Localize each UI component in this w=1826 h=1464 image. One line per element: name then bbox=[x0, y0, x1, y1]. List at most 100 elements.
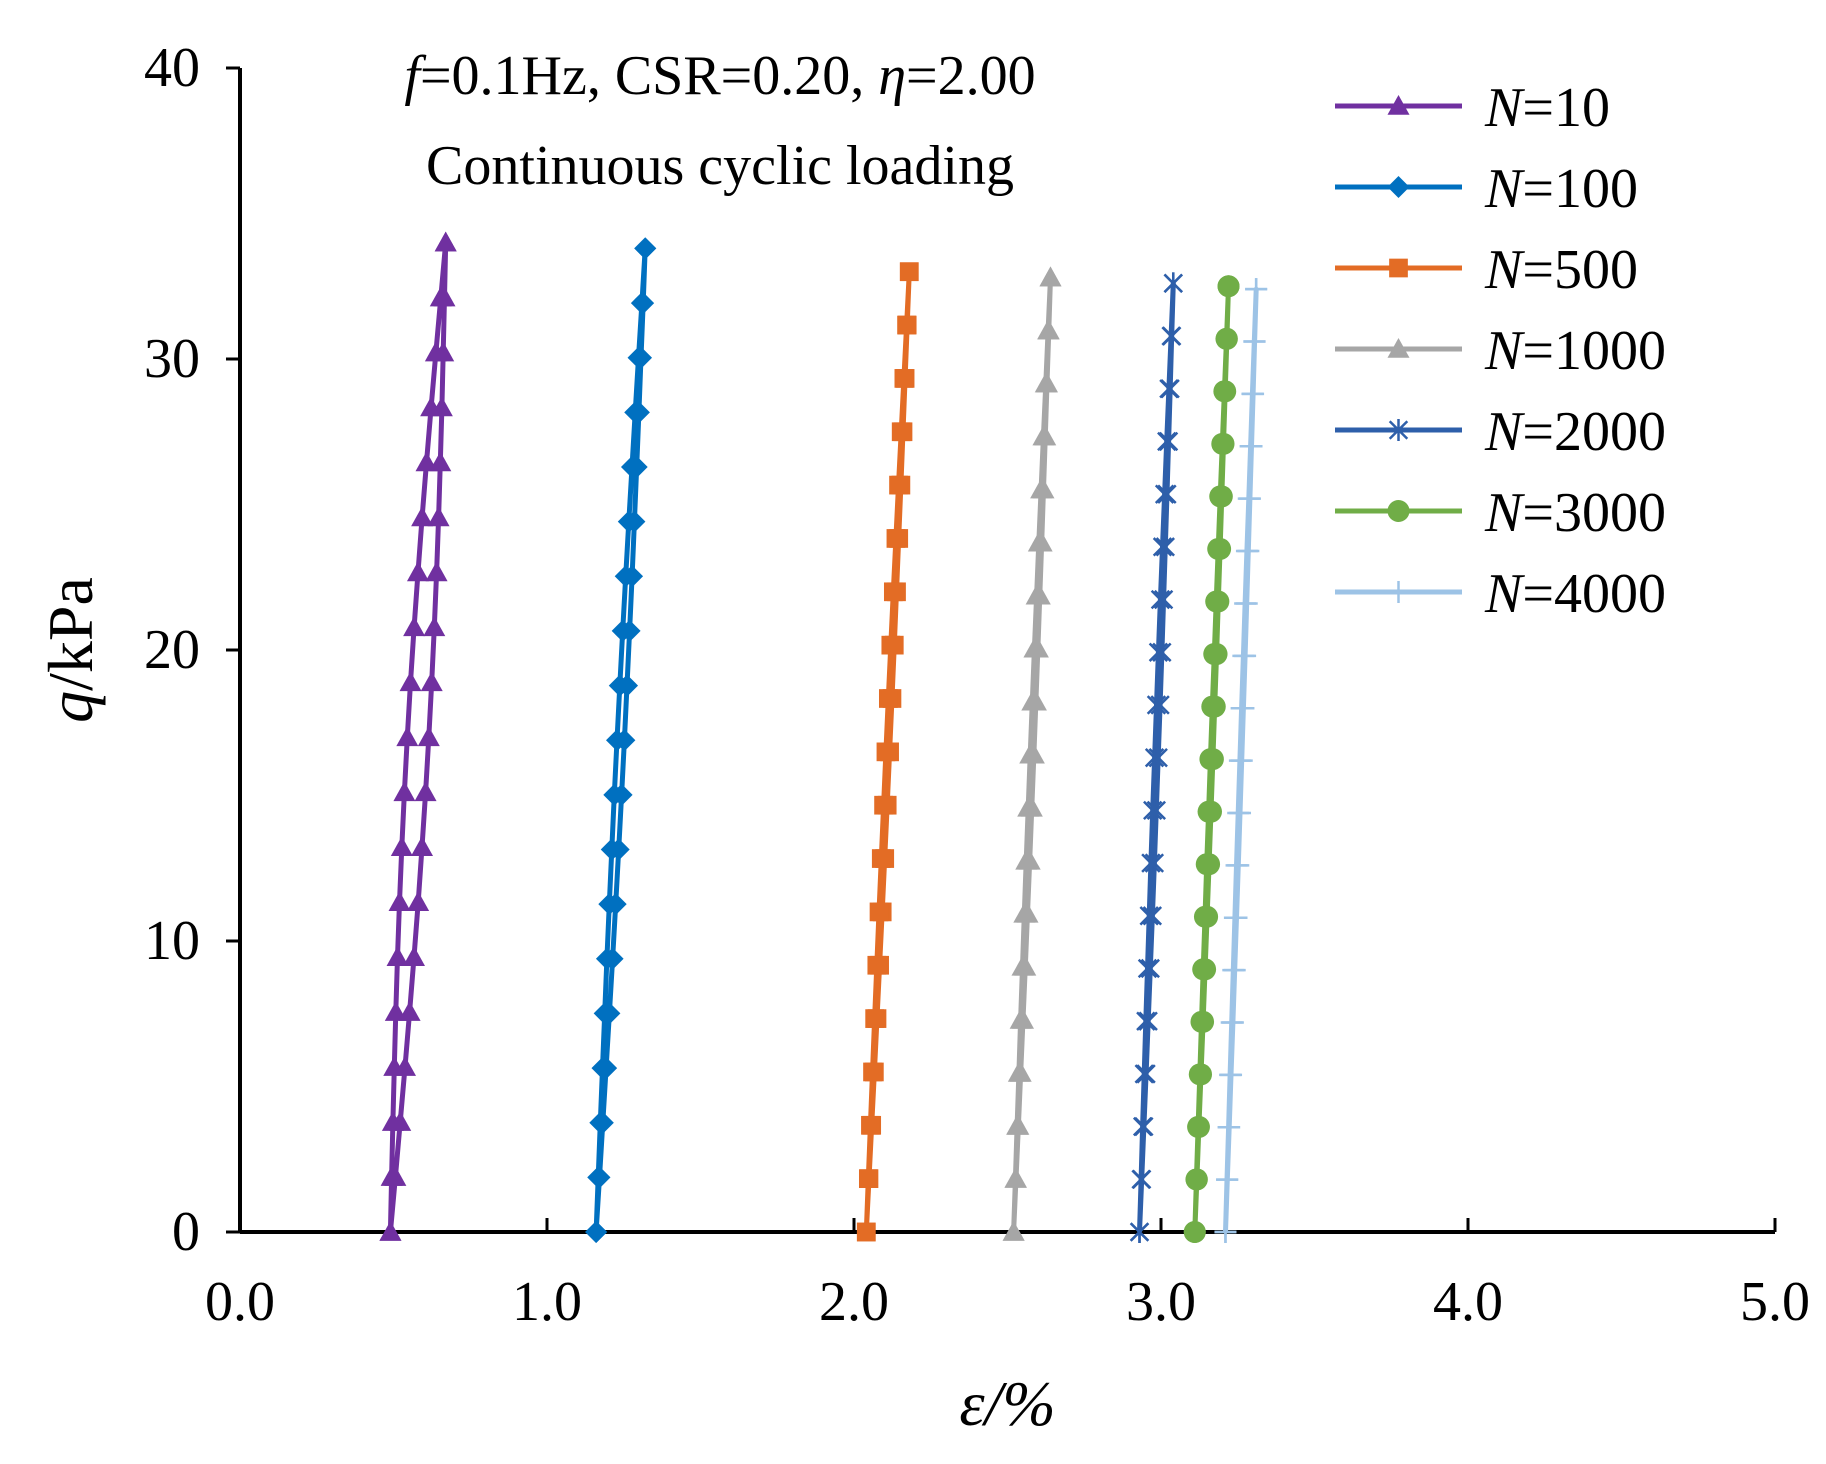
data-point bbox=[1220, 1011, 1243, 1034]
data-point bbox=[406, 561, 429, 582]
data-point bbox=[1144, 746, 1165, 769]
data-point bbox=[627, 346, 650, 369]
data-point bbox=[390, 836, 413, 857]
data-point bbox=[1230, 697, 1253, 720]
data-point bbox=[1037, 319, 1060, 340]
data-point bbox=[620, 455, 643, 478]
legend-label: N=100 bbox=[1484, 158, 1638, 220]
series-n-500 bbox=[856, 262, 919, 1242]
annotation-f-symbol: f bbox=[404, 45, 420, 107]
data-point bbox=[1234, 592, 1257, 615]
series-n-10 bbox=[379, 231, 457, 1241]
legend-symbol: N bbox=[1484, 401, 1525, 463]
legend-swatch-marker bbox=[1387, 581, 1410, 603]
data-point bbox=[600, 838, 623, 861]
data-point bbox=[889, 475, 908, 495]
legend-item: N=500 bbox=[1335, 239, 1638, 301]
data-point bbox=[420, 396, 443, 417]
y-axis-title: q/kPa bbox=[35, 577, 106, 723]
y-axis-symbol: q bbox=[35, 691, 106, 723]
legend-item: N=2000 bbox=[1335, 401, 1666, 463]
x-tick-label: 1.0 bbox=[512, 1271, 582, 1333]
series-n-3000 bbox=[1183, 275, 1240, 1243]
data-point bbox=[380, 1166, 403, 1186]
annotation-f-value: =0.1Hz, CSR=0.20, bbox=[419, 45, 879, 107]
data-point bbox=[1136, 1062, 1156, 1085]
data-point bbox=[415, 451, 438, 472]
data-point bbox=[1199, 748, 1222, 771]
data-point bbox=[1142, 904, 1163, 927]
data-point bbox=[1187, 1115, 1210, 1138]
legend-swatch-marker bbox=[1387, 95, 1410, 115]
data-point bbox=[894, 369, 914, 388]
data-point bbox=[598, 893, 621, 916]
data-point bbox=[593, 1002, 616, 1025]
data-point bbox=[1148, 746, 1168, 769]
data-point bbox=[1131, 1168, 1151, 1191]
data-point bbox=[1237, 487, 1260, 510]
data-point bbox=[1134, 1062, 1154, 1085]
chart-annotation-line1: f=0.1Hz, CSR=0.20, η=2.00 bbox=[240, 48, 1200, 104]
x-tick-label: 3.0 bbox=[1126, 1271, 1196, 1333]
data-point bbox=[1148, 641, 1169, 664]
legend-label: N=500 bbox=[1484, 239, 1638, 301]
legend-swatch-marker bbox=[1389, 258, 1408, 278]
data-point bbox=[611, 619, 634, 642]
chart-annotation-line2: Continuous cyclic loading bbox=[426, 135, 1014, 197]
data-point bbox=[1143, 799, 1163, 822]
data-point bbox=[1203, 643, 1226, 666]
data-point bbox=[1201, 695, 1224, 718]
legend-swatch-marker bbox=[1387, 500, 1410, 522]
data-point bbox=[1245, 278, 1268, 301]
data-point bbox=[856, 1222, 876, 1242]
data-point bbox=[617, 510, 640, 533]
series-n-1000 bbox=[1002, 266, 1062, 1241]
data-point bbox=[420, 671, 443, 692]
data-point bbox=[1214, 1221, 1237, 1243]
data-point bbox=[603, 783, 626, 806]
data-point bbox=[585, 1221, 608, 1243]
legend-item: N=10 bbox=[1335, 77, 1610, 139]
data-point bbox=[411, 836, 434, 857]
data-point bbox=[886, 529, 906, 548]
y-tick-label: 10 bbox=[144, 910, 200, 972]
series-line bbox=[387, 240, 449, 1233]
legend-value: =2000 bbox=[1522, 401, 1666, 463]
legend-item: N=4000 bbox=[1335, 563, 1666, 625]
x-tick-label: 4.0 bbox=[1433, 1271, 1503, 1333]
data-point bbox=[1021, 690, 1044, 711]
data-point bbox=[1144, 852, 1165, 875]
data-point bbox=[434, 231, 457, 252]
annotation-eta-symbol: η bbox=[878, 45, 907, 107]
legend-swatch-marker bbox=[1387, 176, 1410, 198]
data-point bbox=[1002, 1221, 1025, 1241]
data-point bbox=[1215, 327, 1238, 350]
data-point bbox=[1213, 380, 1236, 403]
y-tick-label: 0 bbox=[172, 1201, 200, 1263]
data-point bbox=[630, 292, 653, 315]
data-point bbox=[1017, 796, 1040, 817]
data-point bbox=[867, 955, 887, 975]
data-point bbox=[1222, 959, 1245, 982]
data-point bbox=[1027, 531, 1050, 552]
data-point bbox=[1207, 537, 1230, 560]
data-point bbox=[1205, 590, 1228, 613]
data-point bbox=[1159, 377, 1179, 400]
data-point bbox=[414, 781, 437, 802]
data-point bbox=[386, 946, 409, 966]
data-point bbox=[383, 1056, 406, 1076]
legend-symbol: N bbox=[1484, 77, 1525, 139]
data-point bbox=[1139, 904, 1159, 927]
data-point bbox=[1155, 535, 1175, 558]
data-point bbox=[891, 422, 911, 442]
data-point bbox=[1217, 1116, 1240, 1139]
data-point bbox=[589, 1111, 612, 1134]
data-point bbox=[399, 671, 422, 692]
data-point bbox=[1185, 1168, 1208, 1191]
data-point bbox=[1216, 1168, 1239, 1191]
data-point bbox=[1195, 853, 1218, 876]
data-point bbox=[1136, 1010, 1156, 1033]
data-point bbox=[1152, 535, 1173, 558]
data-point bbox=[1223, 906, 1246, 929]
